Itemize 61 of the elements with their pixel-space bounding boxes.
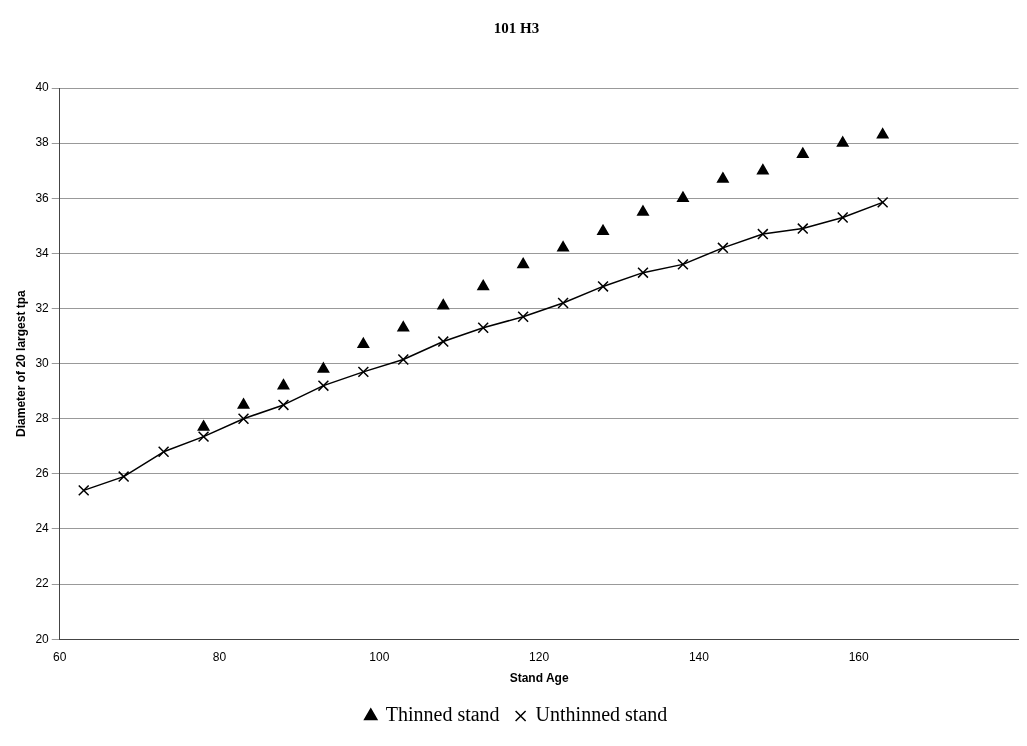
legend-label: Thinned stand	[385, 703, 500, 726]
point	[517, 311, 529, 323]
y-tick-label: 26	[35, 466, 50, 481]
point	[437, 298, 450, 310]
point	[117, 470, 130, 483]
x-tick-label: 60	[53, 649, 67, 664]
point	[317, 379, 330, 392]
point	[477, 279, 490, 291]
y-axis-title: Diameter of 20 largest tpa	[13, 289, 28, 437]
point	[637, 266, 649, 279]
point	[597, 224, 609, 236]
x-tick-label: 120	[529, 649, 550, 664]
point	[277, 378, 290, 390]
point	[677, 258, 689, 271]
point	[397, 321, 410, 332]
point	[317, 362, 330, 373]
point	[676, 191, 689, 202]
legend-label: Unthinned stand	[535, 703, 668, 726]
point	[237, 398, 250, 409]
point	[437, 335, 449, 348]
point	[637, 205, 649, 216]
x-tick-label: 100	[369, 649, 390, 664]
point	[477, 322, 489, 334]
point	[796, 147, 809, 158]
chart-title: 101 H3	[493, 19, 540, 36]
y-tick-label: 34	[35, 245, 50, 260]
point	[397, 353, 409, 366]
point	[357, 337, 370, 349]
point	[557, 241, 570, 252]
y-tick-label: 40	[35, 80, 50, 95]
point	[717, 242, 729, 254]
point	[197, 420, 210, 431]
point	[876, 128, 889, 139]
y-tick-label: 30	[35, 355, 50, 370]
point	[716, 172, 729, 183]
point	[277, 399, 290, 411]
x-tick-label: 160	[848, 649, 870, 664]
point	[597, 280, 609, 293]
y-tick-label: 32	[35, 300, 50, 315]
point	[837, 211, 849, 224]
y-tick-label: 20	[35, 631, 50, 646]
point	[357, 366, 370, 378]
point	[517, 257, 530, 269]
point	[78, 484, 90, 497]
point	[157, 446, 170, 458]
point	[237, 413, 250, 425]
point	[797, 222, 809, 235]
y-tick-label: 22	[35, 576, 50, 591]
point	[756, 163, 769, 175]
point	[757, 228, 769, 240]
point	[836, 136, 849, 147]
y-tick-label: 36	[35, 190, 50, 205]
x-tick-label: 140	[688, 649, 710, 664]
y-tick-label: 38	[35, 135, 50, 150]
point	[197, 430, 210, 443]
y-tick-label: 24	[35, 521, 50, 536]
x-tick-label: 80	[212, 649, 227, 664]
x-axis-title: Stand Age	[509, 671, 569, 686]
point	[557, 297, 569, 309]
y-tick-label: 28	[35, 411, 50, 426]
point	[876, 196, 889, 209]
